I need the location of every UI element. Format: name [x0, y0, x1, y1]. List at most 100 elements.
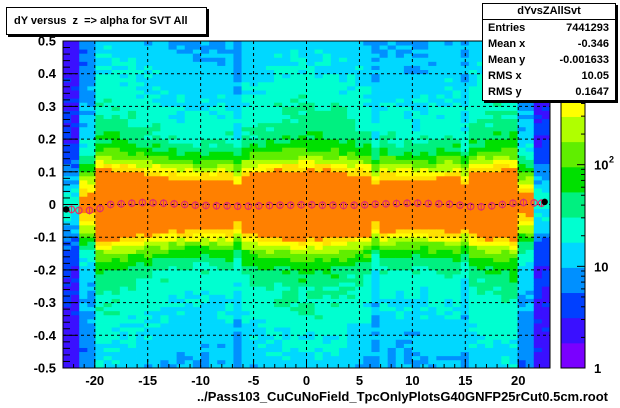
- heat-cell: [290, 135, 299, 140]
- heat-cell: [176, 196, 186, 201]
- heat-cell: [412, 53, 421, 58]
- heat-cell: [152, 273, 161, 279]
- heat-cell: [314, 53, 324, 58]
- heat-cell: [485, 204, 494, 209]
- heat-cell: [468, 57, 478, 62]
- heat-cell: [63, 102, 72, 107]
- heat-cell: [152, 45, 161, 50]
- heat-cell: [200, 245, 210, 250]
- heat-cell: [103, 98, 113, 103]
- heat-cell: [119, 151, 129, 156]
- heat-cell: [395, 126, 405, 132]
- heat-cell: [225, 188, 234, 193]
- heat-cell: [314, 265, 324, 271]
- heat-cell: [217, 294, 226, 299]
- heat-cell: [217, 184, 226, 189]
- heat-cell: [509, 351, 518, 357]
- heat-cell: [290, 339, 299, 344]
- heat-cell: [428, 126, 437, 132]
- heat-cell: [265, 257, 275, 263]
- heat-cell: [200, 163, 210, 169]
- heat-cell: [168, 351, 178, 357]
- heat-cell: [249, 122, 259, 128]
- heat-cell: [517, 237, 527, 242]
- heat-cell: [525, 224, 535, 230]
- heat-cell: [476, 45, 486, 50]
- heat-cell: [241, 188, 251, 193]
- heat-cell: [225, 216, 234, 222]
- heat-cell: [241, 220, 251, 226]
- heat-cell: [233, 229, 242, 234]
- heat-cell: [136, 135, 145, 140]
- heat-cell: [330, 220, 340, 226]
- heat-cell: [517, 110, 527, 115]
- heat-cell: [306, 229, 316, 234]
- heat-cell: [144, 110, 153, 115]
- heat-cell: [136, 85, 145, 91]
- heat-cell: [200, 135, 210, 140]
- heat-cell: [322, 220, 332, 226]
- heat-cell: [200, 155, 210, 160]
- heat-cell: [136, 41, 145, 46]
- heat-cell: [476, 335, 486, 340]
- heat-cell: [363, 331, 372, 336]
- heat-cell: [63, 331, 72, 336]
- heat-cell: [71, 216, 80, 222]
- heat-cell: [168, 229, 178, 234]
- heat-cell: [420, 327, 429, 332]
- heat-cell: [119, 298, 129, 303]
- heat-cell: [119, 290, 129, 295]
- heat-cell: [127, 196, 137, 201]
- heat-cell: [144, 106, 153, 111]
- heat-cell: [420, 363, 429, 369]
- heat-cell: [330, 57, 340, 62]
- heat-cell: [282, 90, 291, 95]
- heat-cell: [533, 147, 543, 152]
- heat-cell: [444, 57, 453, 62]
- heat-cell: [468, 196, 478, 201]
- heat-cell: [176, 245, 186, 250]
- heat-cell: [387, 85, 397, 91]
- heat-cell: [541, 245, 551, 250]
- heat-cell: [144, 261, 153, 267]
- heat-cell: [298, 204, 307, 209]
- heat-cell: [127, 65, 137, 71]
- heat-cell: [485, 302, 494, 308]
- heat-cell: [71, 355, 80, 361]
- heat-cell: [314, 126, 324, 132]
- heat-cell: [371, 126, 380, 132]
- heat-cell: [420, 102, 429, 107]
- heat-cell: [395, 147, 405, 152]
- heat-cell: [541, 323, 551, 328]
- heat-cell: [412, 159, 421, 165]
- heat-cell: [209, 335, 218, 340]
- heat-cell: [493, 241, 502, 246]
- heat-cell: [241, 290, 251, 295]
- heat-cell: [282, 135, 291, 140]
- heat-cell: [144, 61, 153, 66]
- heat-cell: [371, 98, 380, 103]
- heat-cell: [265, 155, 275, 160]
- heat-cell: [233, 310, 242, 316]
- heat-cell: [241, 65, 251, 71]
- heat-cell: [330, 184, 340, 189]
- heat-cell: [184, 196, 194, 201]
- heat-cell: [298, 106, 307, 111]
- heat-cell: [493, 102, 502, 107]
- heat-cell: [412, 359, 421, 365]
- heat-cell: [436, 208, 445, 214]
- heat-cell: [298, 212, 307, 218]
- x-tick-label: 20: [511, 373, 525, 388]
- heat-cell: [87, 130, 96, 136]
- heat-cell: [257, 286, 267, 291]
- heat-cell: [468, 118, 478, 124]
- heat-cell: [428, 339, 437, 344]
- heat-cell: [168, 314, 178, 320]
- heat-cell: [103, 81, 113, 87]
- heat-cell: [298, 126, 307, 132]
- heat-cell: [412, 90, 421, 95]
- heat-cell: [200, 331, 210, 336]
- heat-cell: [119, 106, 129, 111]
- heat-cell: [136, 106, 145, 111]
- heat-cell: [298, 73, 307, 79]
